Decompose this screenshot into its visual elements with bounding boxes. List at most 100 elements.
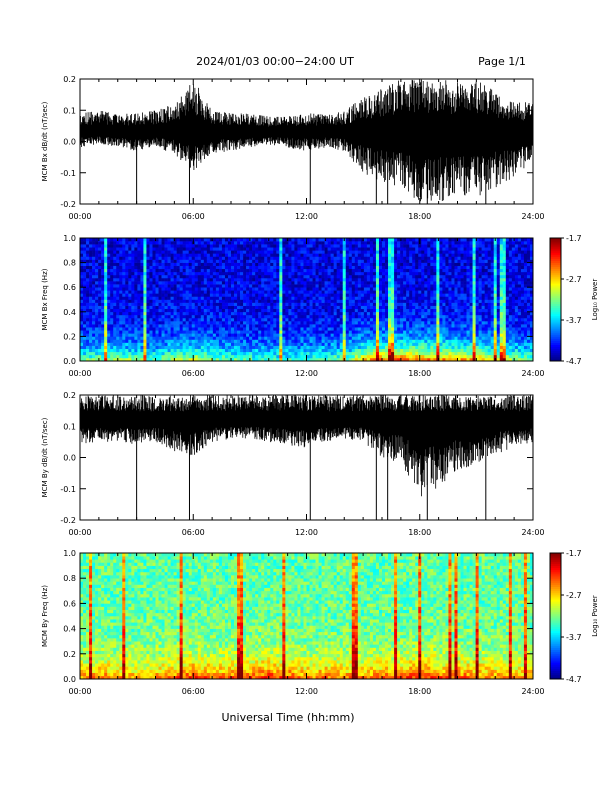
spectrogram-cell — [331, 281, 334, 284]
spectrogram-cell — [137, 327, 140, 330]
spectrogram-cell — [149, 253, 152, 256]
spectrogram-cell — [352, 324, 355, 327]
spectrogram-cell — [403, 275, 406, 278]
spectrogram-cell — [234, 312, 237, 315]
spectrogram-cell — [183, 355, 186, 358]
spectrogram-cell — [201, 355, 204, 358]
spectrogram-cell — [231, 321, 234, 324]
spectrogram-cell — [177, 343, 180, 346]
spectrogram-cell — [249, 312, 252, 315]
spectrogram-cell — [165, 333, 168, 336]
spectrogram-cell — [156, 339, 159, 342]
spectrogram-cell — [210, 260, 213, 263]
spectrogram-cell — [355, 256, 358, 259]
spectrogram-cell — [210, 349, 213, 352]
spectrogram-cell — [186, 321, 189, 324]
spectrogram-cell — [285, 241, 288, 244]
spectrogram-cell — [234, 300, 237, 303]
spectrogram-cell — [162, 306, 165, 309]
spectrogram-cell — [264, 318, 267, 321]
spectrogram-cell — [433, 352, 436, 355]
spectrogram-cell — [373, 263, 376, 266]
spectrogram-cell — [355, 315, 358, 318]
spectrogram-cell — [140, 284, 143, 287]
spectrogram-cell — [143, 287, 146, 290]
spectrogram-cell — [89, 250, 92, 253]
spectrogram-cell — [310, 312, 313, 315]
spectrogram-cell — [328, 321, 331, 324]
spectrogram-cell — [294, 275, 297, 278]
spectrogram-cell — [412, 346, 415, 349]
spectrogram-cell — [143, 300, 146, 303]
spectrogram-cell — [442, 244, 445, 247]
spectrogram-cell — [313, 315, 316, 318]
spectrogram-cell — [234, 330, 237, 333]
spectrogram-cell — [367, 336, 370, 339]
spectrogram-cell — [146, 315, 149, 318]
spectrogram-cell — [168, 312, 171, 315]
spectrogram-cell — [219, 263, 222, 266]
spectrogram-cell — [180, 300, 183, 303]
spectrogram-cell — [204, 333, 207, 336]
spectrogram-cell — [448, 284, 451, 287]
spectrogram-cell — [409, 303, 412, 306]
spectrogram-cell — [412, 306, 415, 309]
spectrogram-cell — [361, 346, 364, 349]
spectrogram-cell — [207, 315, 210, 318]
spectrogram-cell — [159, 256, 162, 259]
spectrogram-cell — [252, 281, 255, 284]
spectrogram-cell — [364, 306, 367, 309]
spectrogram-cell — [276, 284, 279, 287]
spectrogram-cell — [331, 287, 334, 290]
spectrogram-cell — [370, 287, 373, 290]
spectrogram-cell — [346, 247, 349, 250]
spectrogram-cell — [334, 309, 337, 312]
spectrogram-cell — [433, 284, 436, 287]
spectrogram-cell — [442, 275, 445, 278]
spectrogram-cell — [162, 327, 165, 330]
spectrogram-cell — [192, 269, 195, 272]
spectrogram-cell — [379, 269, 382, 272]
spectrogram-cell — [370, 346, 373, 349]
spectrogram-cell — [249, 333, 252, 336]
spectrogram-cell — [255, 272, 258, 275]
spectrogram-cell — [107, 272, 110, 275]
spectrogram-cell — [391, 287, 394, 290]
spectrogram-cell — [252, 306, 255, 309]
spectrogram-cell — [373, 349, 376, 352]
spectrogram-cell — [291, 321, 294, 324]
spectrogram-cell — [177, 281, 180, 284]
spectrogram-cell — [195, 287, 198, 290]
spectrogram-cell — [394, 278, 397, 281]
spectrogram-cell — [198, 272, 201, 275]
spectrogram-cell — [303, 269, 306, 272]
spectrogram-cell — [255, 336, 258, 339]
spectrogram-cell — [307, 284, 310, 287]
spectrogram-cell — [104, 244, 107, 247]
spectrogram-cell — [83, 238, 86, 241]
spectrogram-cell — [355, 238, 358, 241]
spectrogram-cell — [424, 241, 427, 244]
spectrogram-cell — [376, 281, 379, 284]
spectrogram-cell — [113, 290, 116, 293]
spectrogram-cell — [86, 349, 89, 352]
spectrogram-cell — [92, 238, 95, 241]
spectrogram-cell — [276, 318, 279, 321]
spectrogram-cell — [231, 309, 234, 312]
spectrogram-cell — [276, 333, 279, 336]
spectrogram-cell — [255, 349, 258, 352]
spectrogram-cell — [273, 266, 276, 269]
spectrogram-cell — [162, 355, 165, 358]
spectrogram-cell — [146, 312, 149, 315]
spectrogram-cell — [210, 315, 213, 318]
spectrogram-cell — [243, 355, 246, 358]
spectrogram-cell — [322, 281, 325, 284]
spectrogram-cell — [427, 352, 430, 355]
spectrogram-cell — [300, 309, 303, 312]
spectrogram-cell — [361, 241, 364, 244]
spectrogram-cell — [322, 284, 325, 287]
spectrogram-cell — [343, 253, 346, 256]
spectrogram-cell — [255, 306, 258, 309]
spectrogram-cell — [319, 324, 322, 327]
spectrogram-cell — [234, 275, 237, 278]
